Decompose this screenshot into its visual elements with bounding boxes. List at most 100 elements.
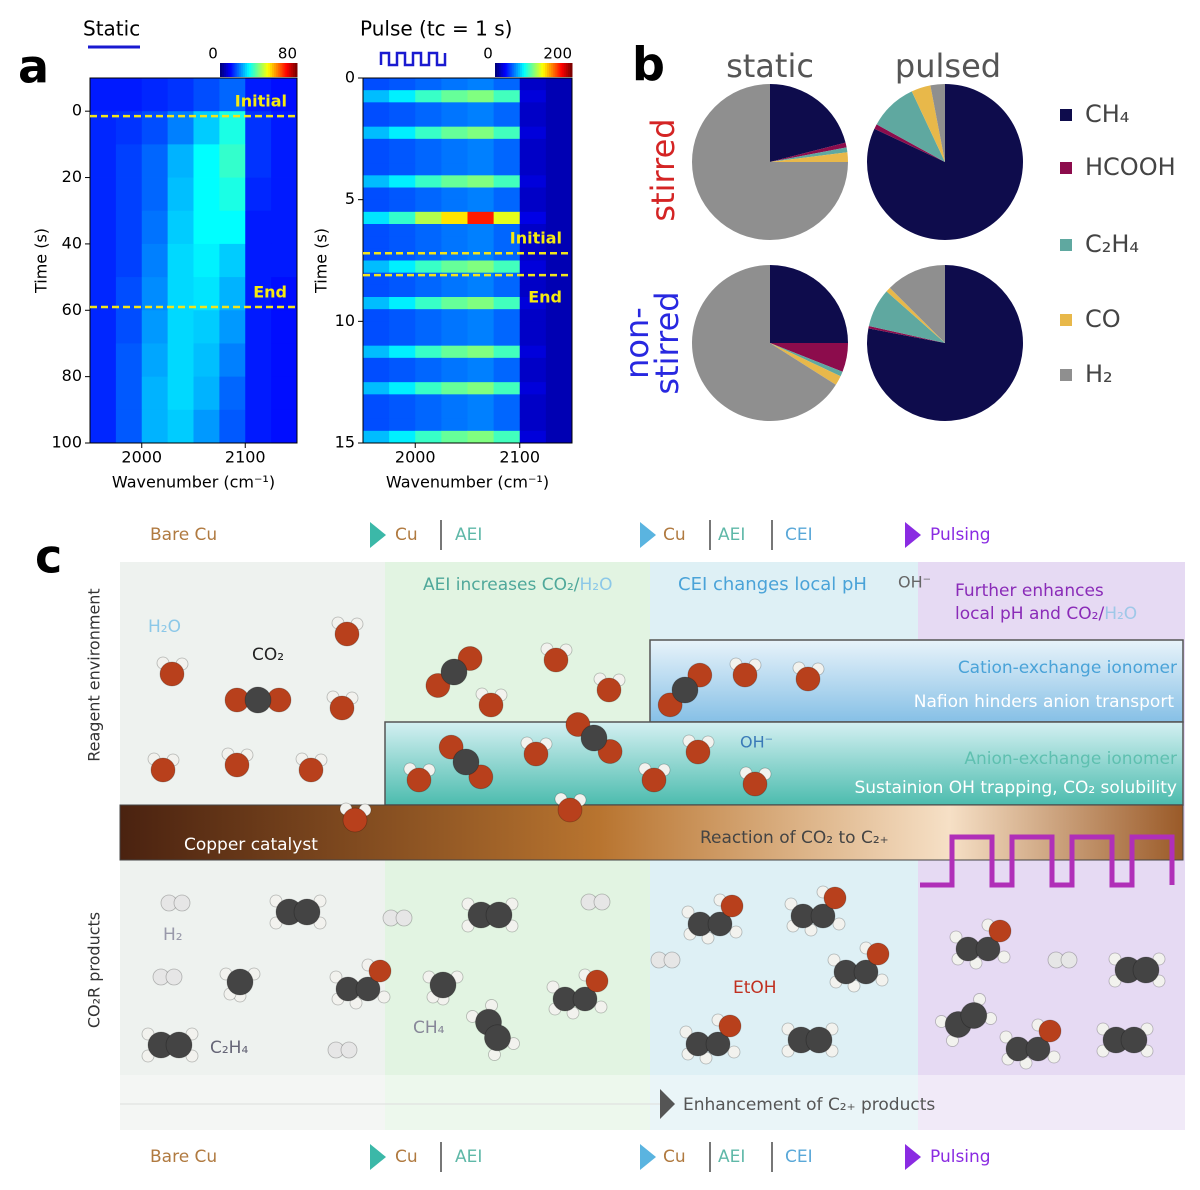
- heatmap-cell: [519, 138, 547, 152]
- heatmap-cell: [141, 343, 169, 378]
- heatmap-cell: [441, 211, 468, 225]
- heatmap-cell: [415, 187, 442, 201]
- heatmap-cell: [141, 78, 169, 112]
- heatmap-cell: [115, 310, 143, 344]
- heatmap-cell: [467, 138, 495, 152]
- y-tick-label: 0: [72, 101, 82, 120]
- heatmap-cell: [415, 163, 442, 176]
- heatmap-cell: [415, 284, 442, 298]
- colorbar-step: [529, 63, 533, 77]
- atom: [355, 976, 381, 1002]
- heatmap-cell: [389, 406, 416, 420]
- colorbar-step: [512, 63, 515, 77]
- footer-background: [385, 1075, 650, 1130]
- atom: [827, 953, 841, 967]
- molecule: [219, 967, 261, 1003]
- heatmap-cell: [363, 236, 390, 249]
- colorbar-label: 0: [483, 45, 493, 63]
- colorbar-step: [504, 63, 508, 77]
- heatmap-cell: [389, 394, 416, 407]
- stage-label: CEI: [785, 525, 813, 545]
- colorbar-step: [500, 63, 504, 77]
- heatmap-cell: [415, 382, 442, 395]
- heatmap-cell: [519, 333, 547, 347]
- heatmap-cell: [271, 409, 298, 444]
- colorbar-step: [527, 63, 531, 77]
- heatmap-cell: [415, 78, 442, 91]
- heatmap-cell: [493, 370, 521, 383]
- atom: [377, 990, 391, 1004]
- atom: [244, 686, 272, 714]
- heatmap-cell: [519, 126, 547, 140]
- heatmap-cell: [441, 163, 468, 176]
- heatmap-cell: [141, 243, 169, 278]
- heatmap-cell: [415, 90, 442, 103]
- heatmap-cell: [493, 357, 521, 371]
- atom: [329, 695, 355, 721]
- heatmap-cell: [441, 175, 468, 188]
- heatmap-cell: [363, 382, 390, 395]
- heatmap-cell: [219, 243, 246, 278]
- atom: [596, 677, 622, 703]
- heatmap-cell: [389, 211, 416, 225]
- colorbar-step: [531, 63, 534, 77]
- heatmap-cell: [519, 345, 547, 359]
- heatmap-cell: [441, 272, 468, 286]
- heatmap-cell: [193, 376, 220, 411]
- heatmap-cell: [545, 406, 573, 420]
- heatmap-cell: [493, 394, 521, 407]
- heatmap-cell: [545, 163, 573, 176]
- atom: [853, 959, 879, 985]
- heatmap-cell: [467, 175, 495, 188]
- colorbar-step: [495, 63, 498, 77]
- heatmap-cell: [415, 321, 442, 334]
- heatmap-cell: [493, 236, 521, 249]
- atom: [478, 692, 504, 718]
- heatmap-cell: [493, 138, 521, 152]
- heatmap-cell: [363, 224, 390, 237]
- molecule: [475, 687, 508, 718]
- heatmap-cell: [271, 310, 298, 344]
- colorbar-step: [537, 63, 540, 77]
- heatmap-cell: [363, 284, 390, 298]
- heatmap-cell: [363, 90, 390, 103]
- heatmap-cell: [363, 126, 390, 140]
- heatmap-cell: [545, 357, 573, 371]
- heatmap-cell: [545, 151, 573, 164]
- atom: [681, 905, 695, 919]
- atom: [679, 1025, 693, 1039]
- heatmap-cell: [415, 309, 442, 322]
- heatmap-cell: [467, 211, 495, 225]
- heatmap-cell: [415, 224, 442, 237]
- heatmap-cell: [415, 430, 442, 444]
- heatmap-cell: [90, 277, 117, 311]
- atom: [946, 1034, 959, 1047]
- heatmap-cell: [363, 260, 390, 274]
- molecule: [466, 999, 520, 1061]
- heatmap-cell: [519, 114, 547, 128]
- atom: [935, 1015, 948, 1028]
- heatmap-cell: [441, 236, 468, 249]
- atom: [572, 986, 598, 1012]
- pulse-waveform: [920, 834, 1175, 888]
- heatmap-cell: [389, 138, 416, 152]
- heatmap-cell: [493, 126, 521, 140]
- atom: [975, 936, 1001, 962]
- molecule: [729, 657, 762, 688]
- heatmap-cell: [219, 310, 246, 344]
- heatmap-cell: [493, 321, 521, 334]
- heatmap-cell: [545, 309, 573, 322]
- pie-slice: [770, 343, 841, 385]
- heatmap-cell: [467, 284, 495, 298]
- heatmap-cell: [519, 357, 547, 371]
- heatmap-cell: [415, 345, 442, 359]
- heatmap-cell: [415, 102, 442, 115]
- colorbar-step: [285, 63, 288, 77]
- heatmap-cell: [493, 382, 521, 395]
- heatmap-cell: [441, 114, 468, 128]
- heatmap-cell: [167, 277, 194, 311]
- heatmap-cell: [389, 357, 416, 371]
- colorbar-step: [250, 63, 254, 77]
- heatmap-cell: [389, 90, 416, 103]
- colorbar-step: [223, 63, 227, 77]
